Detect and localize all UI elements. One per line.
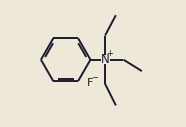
Text: N: N xyxy=(101,53,109,66)
Text: +: + xyxy=(106,50,113,58)
Text: −: − xyxy=(91,73,98,82)
Text: F: F xyxy=(87,78,94,88)
